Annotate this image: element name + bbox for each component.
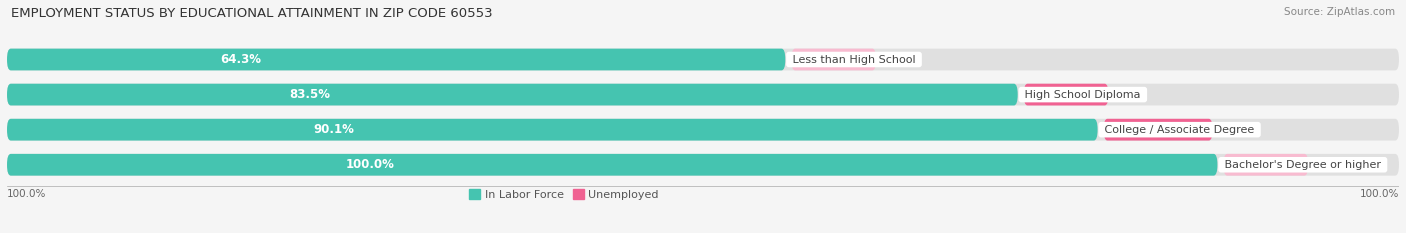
Text: 100.0%: 100.0% [346,158,395,171]
FancyBboxPatch shape [7,84,1018,106]
FancyBboxPatch shape [7,84,1399,106]
FancyBboxPatch shape [1024,84,1108,106]
Text: 0.0%: 0.0% [884,55,912,65]
Text: 1.4%: 1.4% [1116,89,1146,99]
Text: Less than High School: Less than High School [789,55,920,65]
Text: 64.3%: 64.3% [219,53,262,66]
FancyBboxPatch shape [792,49,876,70]
Text: EMPLOYMENT STATUS BY EDUCATIONAL ATTAINMENT IN ZIP CODE 60553: EMPLOYMENT STATUS BY EDUCATIONAL ATTAINM… [11,7,494,20]
FancyBboxPatch shape [1223,154,1308,176]
Text: 100.0%: 100.0% [1360,189,1399,199]
Text: Source: ZipAtlas.com: Source: ZipAtlas.com [1284,7,1395,17]
FancyBboxPatch shape [7,119,1098,140]
Text: 0.0%: 0.0% [1316,160,1346,170]
Text: 90.1%: 90.1% [314,123,354,136]
FancyBboxPatch shape [1104,119,1212,140]
Text: 4.4%: 4.4% [1220,125,1250,135]
FancyBboxPatch shape [7,119,1399,140]
Text: 83.5%: 83.5% [290,88,330,101]
Text: Bachelor's Degree or higher: Bachelor's Degree or higher [1220,160,1385,170]
Legend: In Labor Force, Unemployed: In Labor Force, Unemployed [464,185,664,204]
Text: College / Associate Degree: College / Associate Degree [1101,125,1258,135]
Text: High School Diploma: High School Diploma [1021,89,1144,99]
FancyBboxPatch shape [7,49,1399,70]
FancyBboxPatch shape [7,154,1218,176]
Text: 100.0%: 100.0% [7,189,46,199]
FancyBboxPatch shape [7,154,1399,176]
FancyBboxPatch shape [7,49,786,70]
